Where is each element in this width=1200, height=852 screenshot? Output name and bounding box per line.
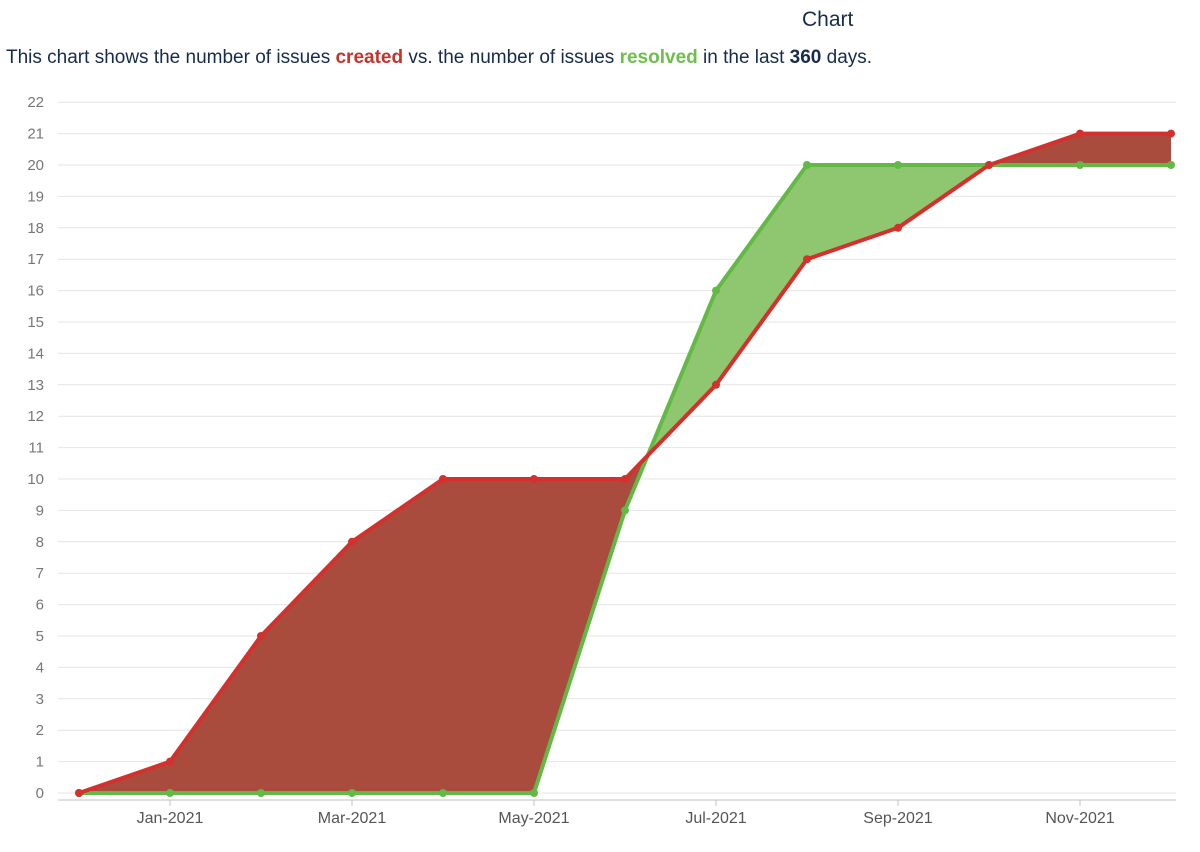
y-tick-label-21: 21: [27, 126, 44, 143]
desc-middle: vs. the number of issues: [403, 47, 620, 68]
desc-prefix: This chart shows the number of issues: [6, 47, 336, 68]
y-tick-label-18: 18: [27, 220, 44, 237]
axes: 012345678910111213141516171819202122Jan-…: [27, 94, 1176, 827]
x-tick-label-5: Nov-2021: [1045, 810, 1114, 827]
resolved-point-2: [257, 789, 265, 797]
desc-created-label: created: [335, 47, 404, 68]
desc-days-value: 360: [789, 47, 822, 68]
created-point-10: [985, 161, 993, 169]
resolved-point-4: [439, 789, 447, 797]
y-tick-label-14: 14: [27, 345, 44, 362]
y-tick-label-6: 6: [36, 597, 44, 614]
resolved-point-7: [712, 286, 720, 295]
area-segment-7: [716, 165, 807, 385]
created-point-11: [1076, 129, 1084, 138]
chart-description: This chart shows the number of issues cr…: [6, 47, 872, 69]
resolved-point-12: [1167, 161, 1175, 169]
y-tick-label-4: 4: [36, 659, 44, 676]
y-tick-label-1: 1: [36, 754, 44, 771]
resolved-point-11: [1076, 161, 1084, 169]
desc-suffix: in the last: [697, 47, 790, 68]
y-tick-label-2: 2: [36, 722, 44, 739]
y-tick-label-22: 22: [27, 94, 44, 111]
area-segment-3: [352, 479, 443, 793]
area-segment-11: [1080, 133, 1171, 165]
y-tick-label-9: 9: [36, 502, 44, 519]
created-point-0: [75, 789, 83, 797]
data-points: [75, 129, 1175, 797]
created-point-3: [348, 537, 356, 546]
y-tick-label-5: 5: [36, 628, 44, 645]
resolved-point-6: [621, 506, 629, 515]
y-tick-label-13: 13: [27, 377, 44, 394]
x-tick-label-1: Mar-2021: [318, 810, 387, 827]
y-tick-label-10: 10: [27, 471, 44, 488]
x-tick-label-3: Jul-2021: [685, 810, 746, 827]
y-tick-label-17: 17: [27, 251, 44, 268]
y-tick-label-19: 19: [27, 188, 44, 205]
resolved-point-3: [348, 789, 356, 797]
y-tick-label-7: 7: [36, 565, 44, 582]
created-point-9: [894, 223, 902, 232]
x-tick-label-0: Jan-2021: [137, 810, 204, 827]
y-tick-label-15: 15: [27, 314, 44, 331]
created-point-1: [166, 757, 174, 766]
created-point-2: [257, 632, 265, 640]
area-segment-2: [261, 541, 352, 793]
created-point-5: [530, 475, 538, 483]
chart-title: Chart: [802, 8, 854, 31]
y-tick-label-11: 11: [28, 440, 44, 457]
area-segment-4: [443, 479, 534, 793]
y-tick-label-12: 12: [27, 408, 44, 425]
created-point-8: [803, 255, 811, 264]
created-point-6: [621, 475, 629, 483]
desc-end: days.: [821, 47, 873, 68]
area-segment-1: [170, 636, 261, 793]
desc-resolved-label: resolved: [619, 47, 698, 68]
resolved-point-1: [166, 789, 174, 797]
y-tick-label-8: 8: [36, 534, 44, 551]
x-tick-label-2: May-2021: [498, 810, 569, 827]
area-segment-8: [807, 165, 898, 260]
area-segment-5: [534, 479, 625, 793]
y-tick-label-0: 0: [36, 785, 44, 802]
area-fills: [79, 133, 1171, 793]
chart-title-bar: Chart: [0, 8, 1200, 36]
y-tick-label-20: 20: [27, 157, 44, 174]
resolved-point-5: [530, 789, 538, 797]
x-tick-label-4: Sep-2021: [863, 810, 932, 827]
resolved-point-9: [894, 161, 902, 169]
created-point-4: [439, 475, 447, 483]
created-point-7: [712, 380, 720, 389]
resolved-point-8: [803, 161, 811, 169]
y-tick-label-16: 16: [27, 283, 44, 300]
created-point-12: [1167, 129, 1175, 138]
y-tick-label-3: 3: [36, 691, 44, 708]
